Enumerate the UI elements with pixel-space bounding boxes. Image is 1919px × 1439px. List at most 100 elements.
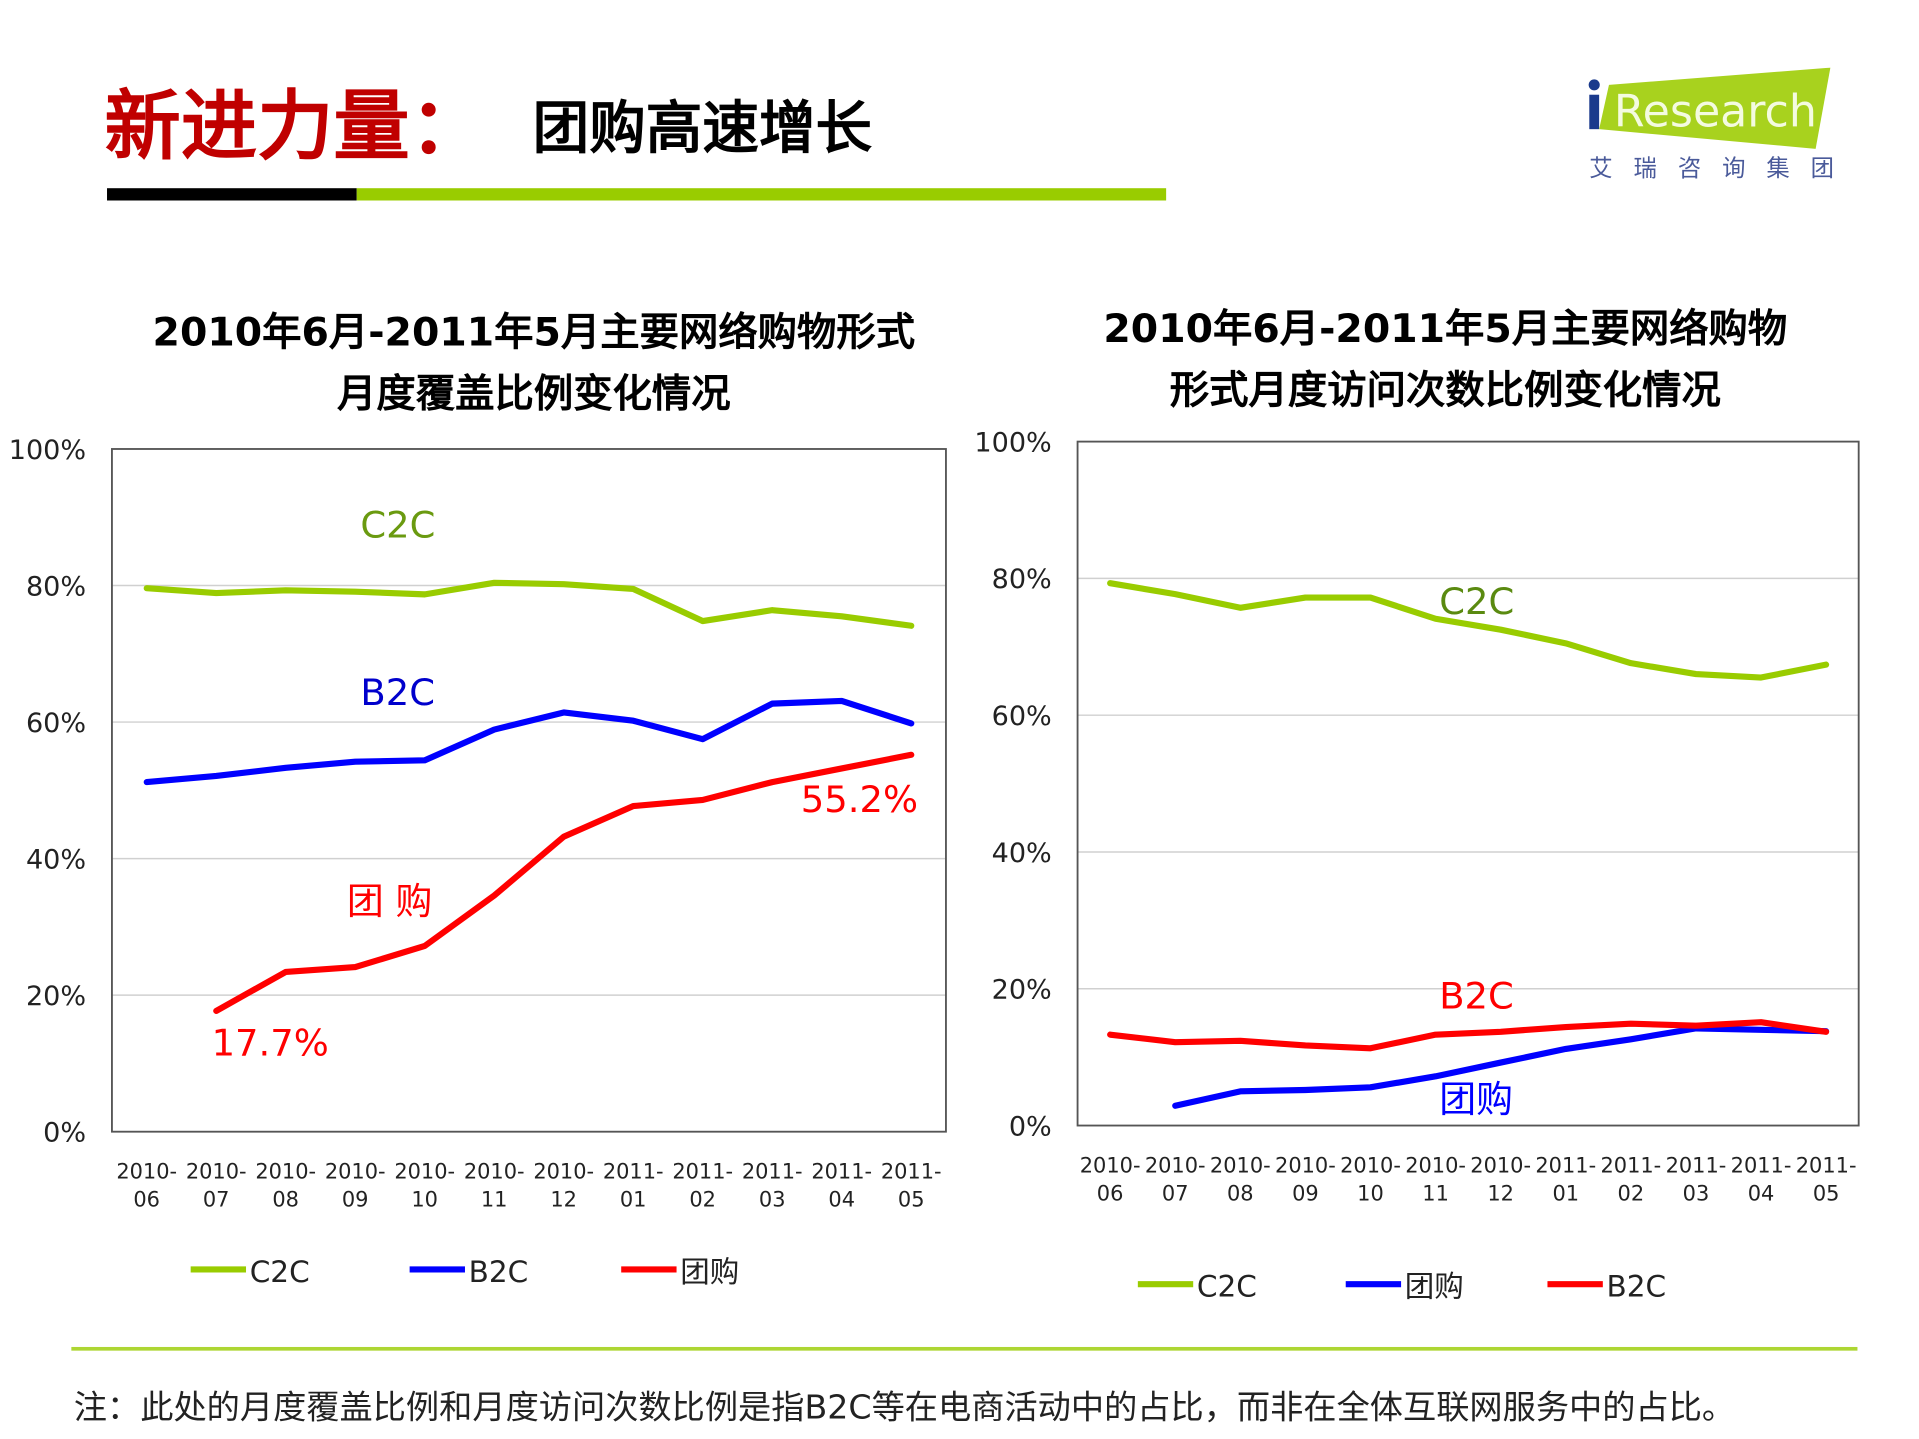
left-x-tick-label: 05 [898,1188,925,1212]
left-series-groupbuy-line [213,751,915,1014]
right-x-tick-label: 10 [1357,1182,1384,1206]
left-groupbuy-label: 团 购 [346,880,433,924]
right-x-tick-label: 11 [1422,1182,1449,1206]
left-x-tick-label: 02 [689,1188,716,1212]
right-x-tick-label: 2010- [1145,1153,1206,1177]
title-underline-black [107,188,357,201]
right-x-tick-label: 2011- [1600,1153,1661,1177]
right-series-groupbuy-line [1172,1025,1830,1109]
right-chart-title-line1: 2010年6月-2011年5月主要网络购物 [1103,305,1788,352]
footer-divider [71,1346,1858,1351]
right-chart-title: 2010年6月-2011年5月主要网络购物 形式月度访问次数比例变化情况 [1046,298,1846,421]
right-x-tick-label: 2010- [1275,1153,1336,1177]
right-plot-frame [1076,440,1860,1127]
left-chart-title-line1: 2010年6月-2011年5月主要网络购物形式 [152,308,916,356]
slide-title: 新进力量： [104,81,486,171]
left-chart-title-line2: 月度覆盖比例变化情况 [337,370,731,418]
right-x-tick-label: 09 [1292,1182,1319,1206]
right-c2c-label: C2C [1439,580,1515,624]
left-y-tick-label: 20% [26,981,86,1012]
right-x-tick-label: 08 [1227,1182,1254,1206]
right-x-tick-label: 2011- [1535,1153,1596,1177]
right-x-tick-label: 01 [1552,1182,1579,1206]
right-series-c2c-line [1107,580,1830,681]
left-y-tick-label: 0% [43,1118,86,1149]
left-legend-label-b2c: B2C [469,1255,529,1289]
right-chart-title-line2: 形式月度访问次数比例变化情况 [1169,366,1721,414]
right-x-tick-label: 02 [1618,1182,1645,1206]
right-x-tick-label: 2010- [1080,1153,1141,1177]
left-y-tick-label: 100% [9,435,86,466]
right-y-tick-label: 100% [974,427,1051,458]
left-c2c-label: C2C [360,504,436,548]
left-x-tick-label: 09 [342,1188,369,1212]
svg-text:艾瑞咨询集团: 艾瑞咨询集团 [1589,154,1833,182]
left-legend-label-groupbuy: 团购 [680,1255,739,1289]
right-chart: 0% 20% 40% 60% 80% 100% 2010- 06 2010- 07 2010- 08 2… [974,427,1860,1304]
right-x-tick-label: 2011- [1666,1153,1727,1177]
left-x-tick-label: 2010- [186,1159,247,1183]
title-underline-green [356,188,1167,201]
right-x-tick-label: 2010- [1470,1153,1531,1177]
right-x-tick-label: 2011- [1731,1153,1792,1177]
left-x-tick-label: 2010- [533,1159,594,1183]
left-x-tick-label: 10 [411,1188,438,1212]
left-x-tick-label: 06 [133,1188,160,1212]
right-legend-label-groupbuy: 团购 [1405,1270,1464,1304]
left-x-tick-label: 03 [759,1188,786,1212]
right-y-tick-label: 0% [1009,1111,1052,1142]
right-x-tick-label: 2010- [1210,1153,1271,1177]
left-x-tick-label: 2010- [394,1159,455,1183]
left-x-tick-label: 2011- [881,1159,942,1183]
right-y-tick-label: 60% [992,701,1052,732]
left-x-tick-label: 2010- [325,1159,386,1183]
left-start-value-label: 17.7% [211,1022,329,1066]
right-x-tick-label: 05 [1813,1182,1840,1206]
left-y-tick-label: 80% [26,571,86,602]
right-x-tick-label: 04 [1748,1182,1775,1206]
right-x-tick-label: 2011- [1796,1153,1857,1177]
left-series-c2c-line [143,579,915,629]
left-x-tick-label: 2011- [672,1159,733,1183]
left-x-tick-label: 11 [481,1188,508,1212]
left-x-tick-label: 07 [203,1188,230,1212]
right-y-tick-label: 40% [992,838,1052,869]
left-x-tick-label: 04 [828,1188,855,1212]
svg-text:Research: Research [1614,87,1817,138]
left-x-tick-label: 2011- [742,1159,803,1183]
left-chart: 0% 20% 40% 60% 80% 100% 2010- 06 2010- 07 2010- 08 2… [9,435,947,1289]
slide-subtitle: 团购高速增长 [532,94,873,162]
left-x-tick-label: 2011- [603,1159,664,1183]
right-series-b2c-line [1107,1019,1830,1052]
left-x-tick-label: 2010- [116,1159,177,1183]
left-x-tick-label: 2010- [255,1159,316,1183]
right-x-tick-label: 03 [1683,1182,1710,1206]
left-x-tick-label: 08 [272,1188,299,1212]
left-y-tick-label: 60% [26,708,86,739]
right-legend-label-c2c: C2C [1197,1270,1257,1304]
left-end-value-label: 55.2% [800,778,919,822]
right-x-tick-label: 2010- [1340,1153,1401,1177]
left-chart-title: 2010年6月-2011年5月主要网络购物形式 月度覆盖比例变化情况 [103,301,964,424]
left-x-tick-label: 2010- [464,1159,525,1183]
right-b2c-label: B2C [1439,975,1514,1019]
right-groupbuy-label: 团购 [1439,1078,1514,1122]
right-x-tick-label: 06 [1097,1182,1124,1206]
right-legend-label-b2c: B2C [1607,1270,1667,1304]
right-y-tick-label: 20% [992,975,1052,1006]
right-x-tick-label: 2010- [1405,1153,1466,1177]
right-y-tick-label: 80% [992,564,1052,595]
iresearch-logo: Research 艾瑞咨询集团 [1587,67,1834,185]
left-x-tick-label: 2011- [811,1159,872,1183]
left-series-b2c-line [143,697,915,786]
footer-note: 注：此处的月度覆盖比例和月度访问次数比例是指B2C等在电商活动中的占比，而非在全… [73,1388,1736,1427]
left-b2c-label: B2C [360,671,435,715]
left-x-tick-label: 12 [550,1188,577,1212]
left-y-tick-label: 40% [26,844,86,875]
left-plot-frame [111,448,947,1133]
left-legend-label-c2c: C2C [250,1255,310,1289]
left-x-tick-label: 01 [620,1188,647,1212]
right-x-tick-label: 12 [1487,1182,1514,1206]
